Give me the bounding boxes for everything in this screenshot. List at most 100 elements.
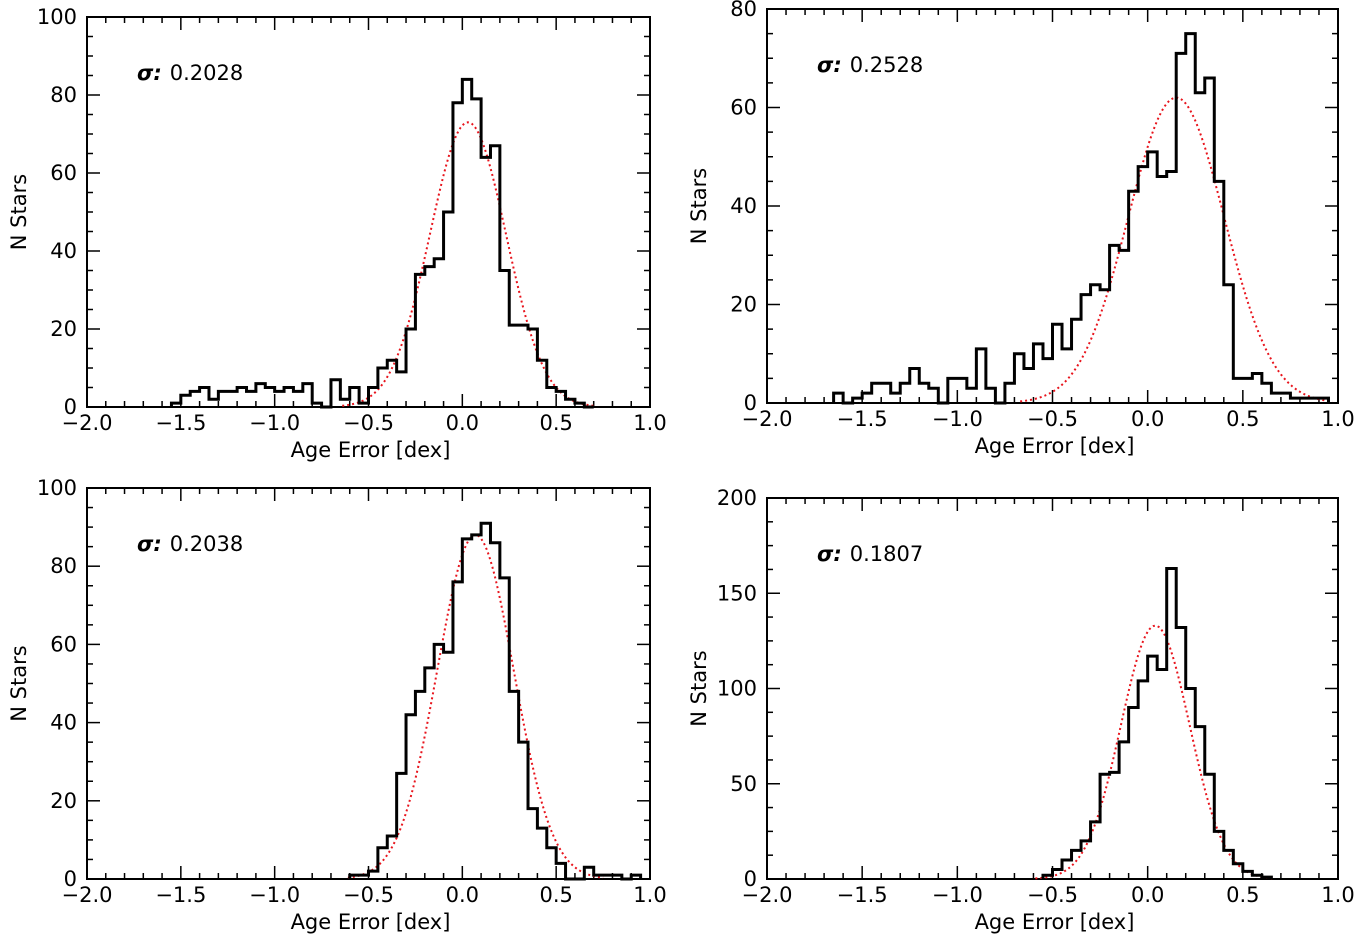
- x-tick-label: 0.5: [539, 411, 572, 435]
- x-tick-label: −1.5: [155, 411, 206, 435]
- y-tick-label: 60: [50, 632, 77, 656]
- x-tick-label: −1.0: [932, 883, 983, 907]
- histogram-bin: [434, 644, 443, 879]
- histogram-bin: [444, 652, 453, 879]
- panel-top-right: −2.0 −1.5 −1.0 −0.5 0.0 0.5 1.0 0 20 40 60 80 Age Er…: [687, 0, 1355, 458]
- histogram: [1041, 566, 1273, 879]
- y-tick-label: 40: [730, 194, 757, 218]
- histogram-bin: [1110, 772, 1120, 879]
- sigma-value: 0.1807: [850, 542, 923, 566]
- histogram-outline: [832, 32, 1330, 405]
- x-tick-label: −2.0: [742, 883, 793, 907]
- y-tick-label: 20: [50, 317, 77, 341]
- x-tick-label: −0.5: [1027, 407, 1078, 431]
- x-tick-label: −2.0: [742, 407, 793, 431]
- sigma-annotation: σ: 0.2028: [137, 61, 243, 85]
- y-tick-label: 100: [37, 476, 77, 500]
- y-tick-label: 200: [717, 486, 757, 510]
- histogram: [348, 521, 643, 881]
- x-axis-label: Age Error [dex]: [291, 438, 451, 462]
- x-tick-label: −2.0: [62, 883, 113, 907]
- y-tick-label: 40: [50, 711, 77, 735]
- y-tick-label: 20: [50, 789, 77, 813]
- y-tick-label: 100: [717, 677, 757, 701]
- histogram-outline: [1041, 566, 1273, 879]
- y-tick-label: 60: [730, 96, 757, 120]
- x-tick-label: 0.0: [1131, 407, 1164, 431]
- sigma-symbol: σ:: [137, 61, 162, 85]
- histogram-bin: [1233, 378, 1243, 403]
- y-tick-label: 0: [744, 867, 757, 891]
- histogram: [169, 77, 594, 409]
- y-tick-label: 50: [730, 772, 757, 796]
- histogram-bin: [490, 543, 499, 879]
- histogram-bin: [1167, 172, 1177, 403]
- histogram-bin: [1043, 359, 1053, 403]
- sigma-symbol: σ:: [817, 53, 842, 77]
- histogram-bin: [415, 691, 424, 879]
- y-tick-label: 20: [730, 293, 757, 317]
- x-tick-label: −1.0: [249, 411, 300, 435]
- x-axis-label: Age Error [dex]: [291, 910, 451, 934]
- panel-bottom-right: −2.0 −1.5 −1.0 −0.5 0.0 0.5 1.0 0 50 100 150 200 Age…: [687, 486, 1355, 934]
- sigma-value: 0.2528: [850, 53, 923, 77]
- histogram-bin: [293, 391, 302, 407]
- x-tick-label: −1.5: [155, 883, 206, 907]
- sigma-annotation: σ: 0.2528: [817, 53, 923, 77]
- histogram-bin: [481, 157, 490, 407]
- x-tick-label: −0.5: [1027, 883, 1078, 907]
- histogram-bin: [462, 539, 471, 879]
- y-tick-label: 40: [50, 239, 77, 263]
- x-tick-label: 1.0: [633, 411, 666, 435]
- y-tick-label: 0: [744, 391, 757, 415]
- sigma-annotation: σ: 0.2038: [137, 532, 243, 556]
- y-axis-label: N Stars: [7, 645, 31, 721]
- panel-top-left: −2.0 −1.5 −1.0 −0.5 0.0 0.5 1.0 0 20 40 60 80 100 Age…: [7, 5, 667, 462]
- histogram-bin: [509, 325, 518, 407]
- x-tick-label: 0.0: [446, 411, 479, 435]
- y-axis-label: N Stars: [687, 168, 711, 244]
- histogram-bin: [472, 535, 481, 879]
- x-tick-label: 0.5: [1226, 407, 1259, 431]
- sigma-value: 0.2038: [170, 532, 243, 556]
- histogram-bin: [1148, 656, 1158, 879]
- x-tick-label: −1.5: [837, 883, 888, 907]
- histogram-bin: [228, 391, 237, 407]
- histogram-outline: [169, 77, 594, 409]
- panel-bottom-left: −2.0 −1.5 −1.0 −0.5 0.0 0.5 1.0 0 20 40 60 80 100 Age…: [7, 476, 667, 934]
- gaussian-fit-curve: [342, 121, 594, 407]
- x-tick-label: −1.0: [249, 883, 300, 907]
- sigma-value: 0.2028: [170, 61, 243, 85]
- x-tick-label: 0.5: [539, 883, 572, 907]
- gaussian-fit-curve: [1035, 624, 1276, 880]
- y-axis-label: N Stars: [687, 650, 711, 726]
- histogram-bin: [425, 668, 434, 879]
- histogram: [832, 32, 1330, 405]
- histogram-bin: [1024, 369, 1034, 403]
- y-tick-label: 150: [717, 581, 757, 605]
- x-tick-label: 0.5: [1226, 883, 1259, 907]
- histogram-bin: [1195, 93, 1205, 403]
- histogram-bin: [1157, 669, 1167, 879]
- histogram-bin: [425, 267, 434, 407]
- y-tick-label: 80: [730, 0, 757, 21]
- sigma-annotation: σ: 0.1807: [817, 542, 923, 566]
- y-tick-label: 60: [50, 161, 77, 185]
- histogram-bin: [462, 79, 471, 407]
- x-tick-label: 1.0: [1321, 883, 1354, 907]
- histogram-bin: [247, 391, 256, 407]
- x-axis-label: Age Error [dex]: [975, 434, 1135, 458]
- y-tick-label: 80: [50, 83, 77, 107]
- sigma-symbol: σ:: [817, 542, 842, 566]
- x-tick-label: 0.0: [1131, 883, 1164, 907]
- histogram-bin: [1138, 681, 1148, 879]
- histogram-bin: [275, 391, 284, 407]
- histogram-bin: [397, 372, 406, 407]
- histogram-bin: [1138, 167, 1148, 403]
- x-tick-label: 1.0: [633, 883, 666, 907]
- histogram-bin: [481, 523, 490, 879]
- histogram-bin: [1157, 176, 1167, 403]
- y-tick-label: 100: [37, 5, 77, 29]
- histogram-bin: [967, 388, 977, 403]
